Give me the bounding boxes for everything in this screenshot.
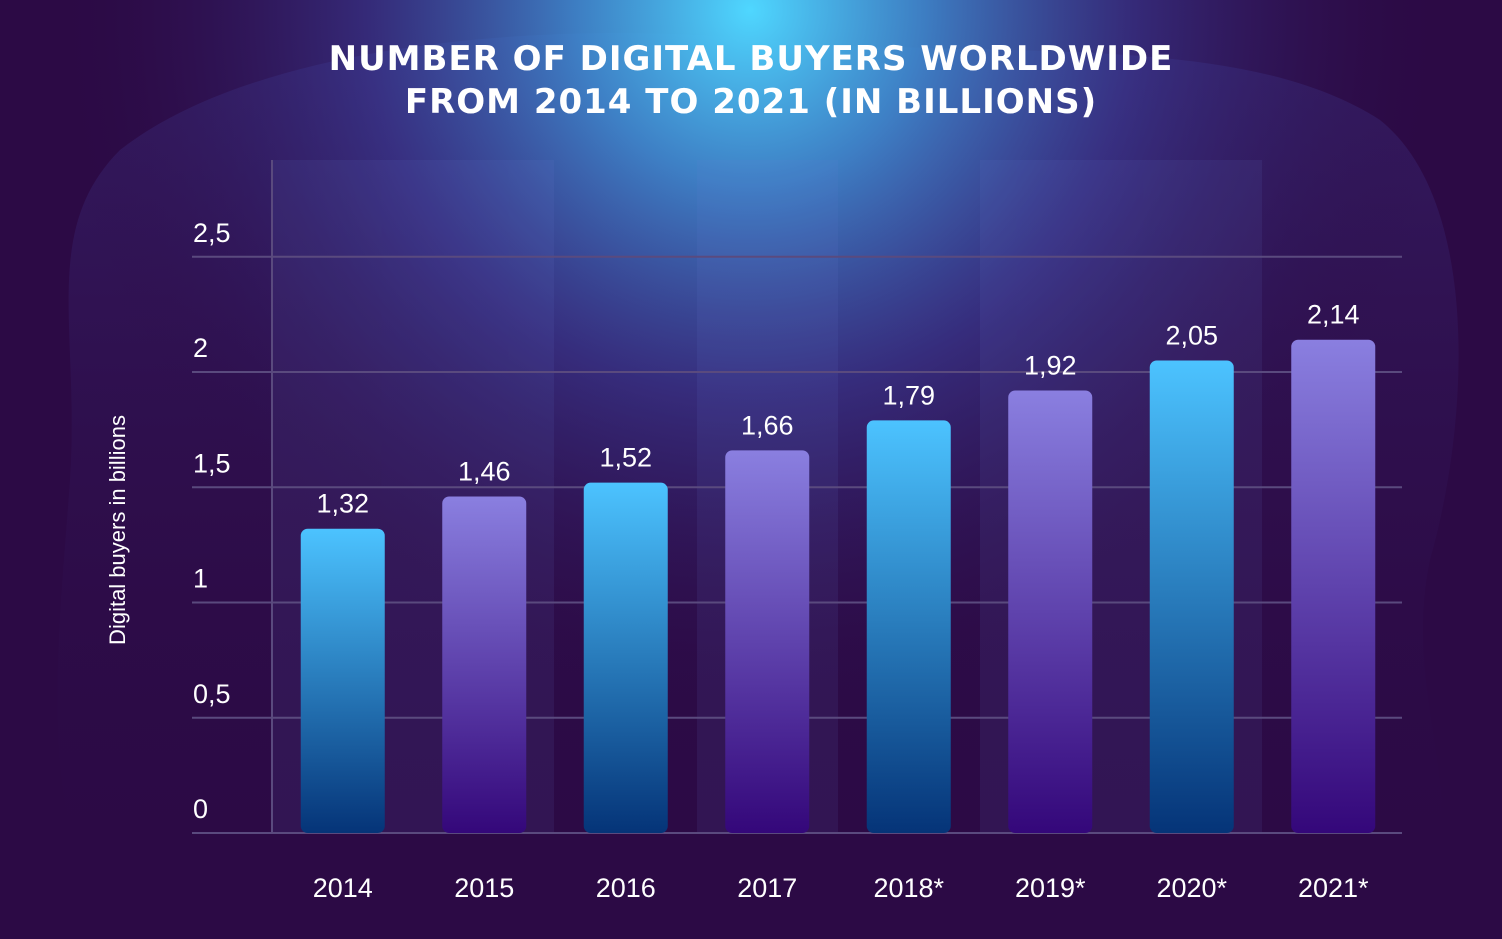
bar-2018 xyxy=(866,420,951,833)
y-tick-label: 0,5 xyxy=(193,679,231,709)
chart-title: NUMBER OF DIGITAL BUYERS WORLDWIDE FROM … xyxy=(0,38,1502,124)
x-tick-label: 2019* xyxy=(1015,873,1086,903)
x-axis-labels: 2014 2015 2016 2017 2018* 2019* 2020* 2021* xyxy=(313,873,1369,903)
y-tick-label: 1 xyxy=(193,564,208,594)
value-label: 2,05 xyxy=(1165,320,1218,350)
x-tick-label: 2015 xyxy=(454,873,514,903)
value-label: 2,14 xyxy=(1307,300,1360,330)
y-tick-label: 2,5 xyxy=(193,218,231,248)
y-tick-label: 0 xyxy=(193,794,208,824)
bar-2015 xyxy=(442,496,527,833)
x-tick-label: 2021* xyxy=(1298,873,1369,903)
y-axis-title: Digital buyers in billions xyxy=(105,415,130,645)
chart-title-line-1: NUMBER OF DIGITAL BUYERS WORLDWIDE xyxy=(328,39,1174,79)
value-labels: 1,32 1,46 1,52 1,66 1,79 1,92 2,05 2,14 xyxy=(316,300,1359,519)
x-tick-label: 2016 xyxy=(596,873,656,903)
value-label: 1,79 xyxy=(882,380,935,410)
y-tick-label: 2 xyxy=(193,333,208,363)
chart-title-line-2: FROM 2014 TO 2021 (IN BILLIONS) xyxy=(404,82,1098,122)
y-axis-ticks: 0 0,5 1 1,5 2 2,5 xyxy=(193,218,231,824)
bar-2017 xyxy=(725,450,810,833)
bar-2014 xyxy=(300,528,385,833)
y-tick-label: 1,5 xyxy=(193,448,231,478)
value-label: 1,92 xyxy=(1024,350,1077,380)
bar-2021 xyxy=(1291,339,1376,833)
x-tick-label: 2020* xyxy=(1156,873,1227,903)
x-tick-label: 2017 xyxy=(737,873,797,903)
value-label: 1,66 xyxy=(741,410,794,440)
bar-2020 xyxy=(1149,360,1234,833)
value-label: 1,52 xyxy=(599,443,652,473)
bars xyxy=(300,339,1376,833)
x-tick-label: 2014 xyxy=(313,873,373,903)
bar-2016 xyxy=(583,482,668,833)
x-tick-label: 2018* xyxy=(873,873,944,903)
value-label: 1,46 xyxy=(458,456,511,486)
value-label: 1,32 xyxy=(316,489,369,519)
bar-2019 xyxy=(1008,390,1093,833)
